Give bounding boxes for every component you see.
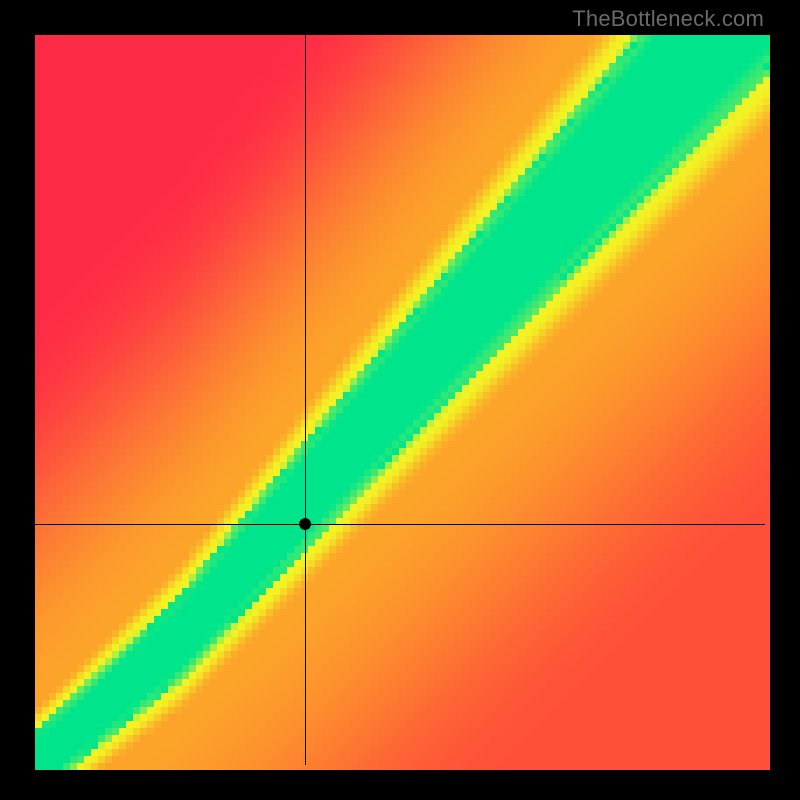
bottleneck-heatmap (0, 0, 800, 800)
chart-container: { "watermark": { "text": "TheBottleneck.… (0, 0, 800, 800)
